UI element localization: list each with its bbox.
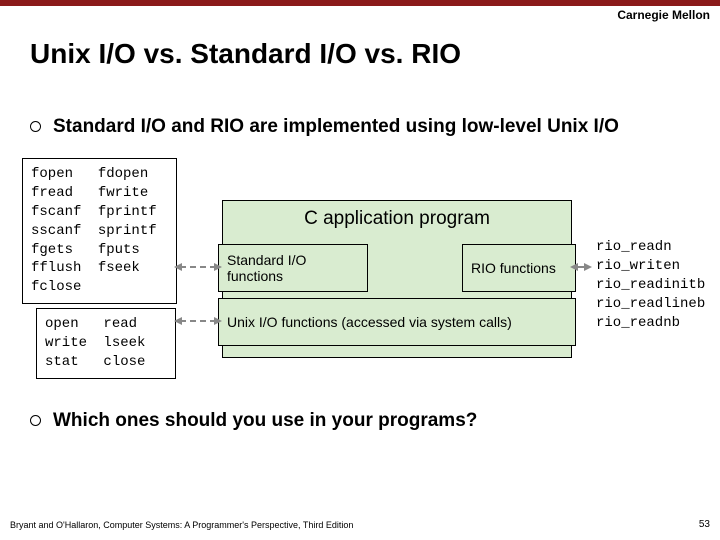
bullet-2: Which ones should you use in your progra…	[30, 410, 690, 432]
stdio-col1: fopenfreadfscanfsscanffgetsfflushfclose	[31, 165, 81, 297]
rio-layer-box: RIO functions	[462, 244, 576, 292]
slide-title: Unix I/O vs. Standard I/O vs. RIO	[30, 38, 461, 70]
stdio-layer-label: Standard I/O functions	[227, 252, 359, 284]
bullet-icon	[30, 415, 41, 426]
arrow-stdio	[180, 266, 216, 268]
stdio-col2: fdopenfwritefprintfsprintffputsfseek	[98, 165, 157, 278]
bullet-icon	[30, 121, 41, 132]
arrow-rio	[576, 266, 586, 268]
unix-layer-label: Unix I/O functions (accessed via system …	[227, 314, 512, 330]
top-bar	[0, 0, 720, 6]
unixio-col2: readlseekclose	[103, 315, 145, 372]
footer-citation: Bryant and O'Hallaron, Computer Systems:…	[10, 520, 353, 530]
bullet-1: Standard I/O and RIO are implemented usi…	[30, 116, 690, 138]
bullet-2-text: Which ones should you use in your progra…	[53, 410, 477, 432]
unixio-col1: openwritestat	[45, 315, 87, 372]
stdio-layer-box: Standard I/O functions	[218, 244, 368, 292]
rio-col: rio_readnrio_writenrio_readinitbrio_read…	[596, 238, 705, 332]
app-label: C application program	[222, 208, 572, 230]
unix-layer-box: Unix I/O functions (accessed via system …	[218, 298, 576, 346]
brand-label: Carnegie Mellon	[617, 8, 710, 22]
stdio-functions-box: fopenfreadfscanfsscanffgetsfflushfclose …	[22, 158, 177, 304]
footer-page-number: 53	[699, 519, 710, 530]
rio-layer-label: RIO functions	[471, 260, 556, 276]
rio-functions-box: rio_readnrio_writenrio_readinitbrio_read…	[588, 232, 714, 338]
bullet-1-text: Standard I/O and RIO are implemented usi…	[53, 116, 619, 138]
unixio-functions-box: openwritestat readlseekclose	[36, 308, 176, 379]
arrow-unixio	[180, 320, 216, 322]
